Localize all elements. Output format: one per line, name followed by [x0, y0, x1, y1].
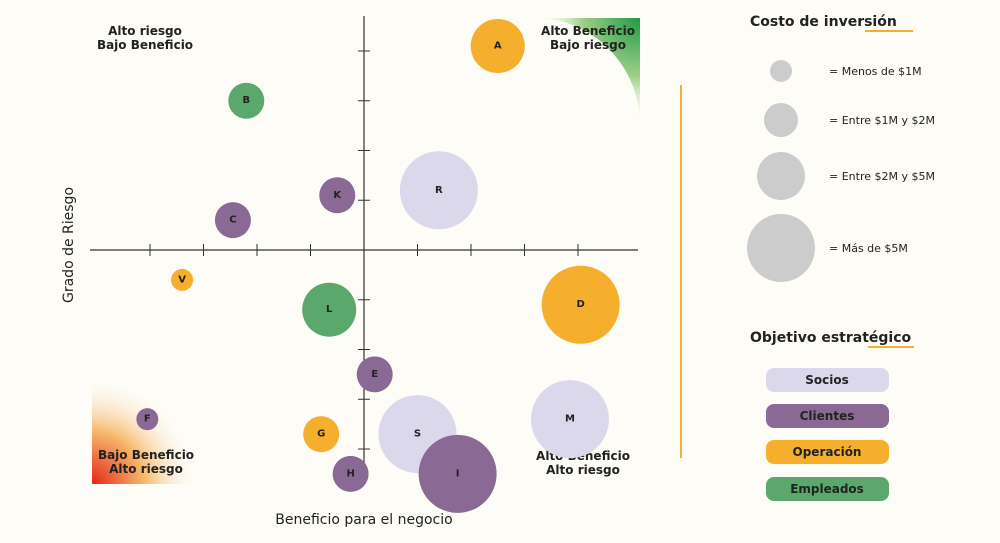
top-right-gradient-corner: [535, 18, 640, 125]
bubbles: A B K R C V L D E F M G S H I: [136, 19, 620, 513]
bubble-m: M: [530, 380, 609, 459]
bubble-circle: [319, 177, 356, 214]
bubble-circle: [332, 455, 369, 492]
group-legend-label: Operación: [793, 445, 862, 459]
size-legend-label: = Entre $2M y $5M: [829, 170, 935, 183]
bubble-label: D: [577, 299, 585, 310]
bubble-a: A: [470, 19, 525, 74]
bubble-l: L: [302, 282, 357, 337]
size-legend-label: = Menos de $1M: [829, 65, 922, 78]
bubble-label: C: [229, 215, 236, 226]
bubble-circle: [303, 416, 340, 453]
bubble-h: H: [332, 455, 369, 492]
size-legend-title: Costo de inversión: [750, 14, 897, 30]
group-legend-label: Clientes: [800, 409, 855, 423]
bubble-b: B: [228, 82, 265, 119]
size-legend-bubble: [770, 60, 792, 82]
bubble-circle: [399, 151, 478, 230]
axis-ticks: [149, 50, 579, 450]
bubble-label: B: [242, 95, 250, 106]
bubble-circle: [171, 268, 194, 291]
quadrant-top-right-line2: Bajo riesgo: [550, 38, 626, 52]
bubble-i: I: [418, 434, 497, 513]
bubble-label: K: [333, 190, 342, 201]
bubble-label: M: [565, 414, 575, 425]
group-legend-pill: [766, 440, 889, 464]
group-legend-pill: [766, 404, 889, 428]
bubble-label: H: [346, 468, 354, 479]
bubble-circle: [228, 82, 265, 119]
bubble-label: I: [456, 468, 460, 479]
group-legend-label: Empleados: [790, 482, 864, 496]
group-legend-title: Objetivo estratégico: [750, 330, 912, 346]
bubble-label: G: [317, 429, 325, 440]
size-legend-label: = Más de $5M: [829, 242, 908, 255]
bubble-label: F: [144, 414, 151, 425]
bubble-circle: [302, 282, 357, 337]
quadrant-top-right-line1: Alto Beneficio: [541, 24, 635, 38]
quadrant-bottom-left-line1: Bajo Beneficio: [98, 448, 194, 462]
y-axis-label: Grado de Riesgo: [61, 187, 77, 303]
bubble-circle: [418, 434, 497, 513]
size-legend-bubble: [747, 214, 815, 282]
bubble-label: V: [178, 274, 186, 285]
group-legend: Socios Clientes Operación Empleados: [766, 368, 889, 501]
bubble-label: L: [326, 304, 333, 315]
size-legend-label: = Entre $1M y $2M: [829, 114, 935, 127]
bubble-e: E: [356, 356, 393, 393]
bubble-label: R: [435, 185, 443, 196]
bubble-g: G: [303, 416, 340, 453]
bubble-circle: [530, 380, 609, 459]
bubble-c: C: [214, 202, 251, 239]
bubble-f: F: [136, 408, 159, 431]
bubble-r: R: [399, 151, 478, 230]
group-legend-pill: [766, 477, 889, 501]
bubble-circle: [214, 202, 251, 239]
bottom-left-gradient-corner: [92, 378, 197, 484]
size-legend-bubble: [757, 152, 805, 200]
bubble-label: E: [371, 369, 378, 380]
quadrant-bottom-left-line2: Alto riesgo: [109, 462, 183, 476]
bubble-circle: [470, 19, 525, 74]
group-legend-label: Socios: [805, 373, 849, 387]
bubble-k: K: [319, 177, 356, 214]
bubble-label: A: [494, 41, 502, 52]
quadrant-top-left-line1: Alto riesgo: [108, 24, 182, 38]
quadrant-top-left-line2: Bajo Beneficio: [97, 38, 193, 52]
bubble-d: D: [541, 265, 620, 344]
group-legend-pill: [766, 368, 889, 392]
size-legend: = Menos de $1M = Entre $1M y $2M = Entre $…: [747, 60, 935, 282]
bubble-v: V: [171, 268, 194, 291]
bubble-circle: [541, 265, 620, 344]
quadrant-bottom-right-line2: Alto riesgo: [546, 463, 620, 477]
bubble-circle: [136, 408, 159, 431]
bubble-label: S: [414, 429, 421, 440]
x-axis-label: Beneficio para el negocio: [275, 512, 452, 528]
bubble-circle: [356, 356, 393, 393]
size-legend-bubble: [764, 103, 798, 137]
